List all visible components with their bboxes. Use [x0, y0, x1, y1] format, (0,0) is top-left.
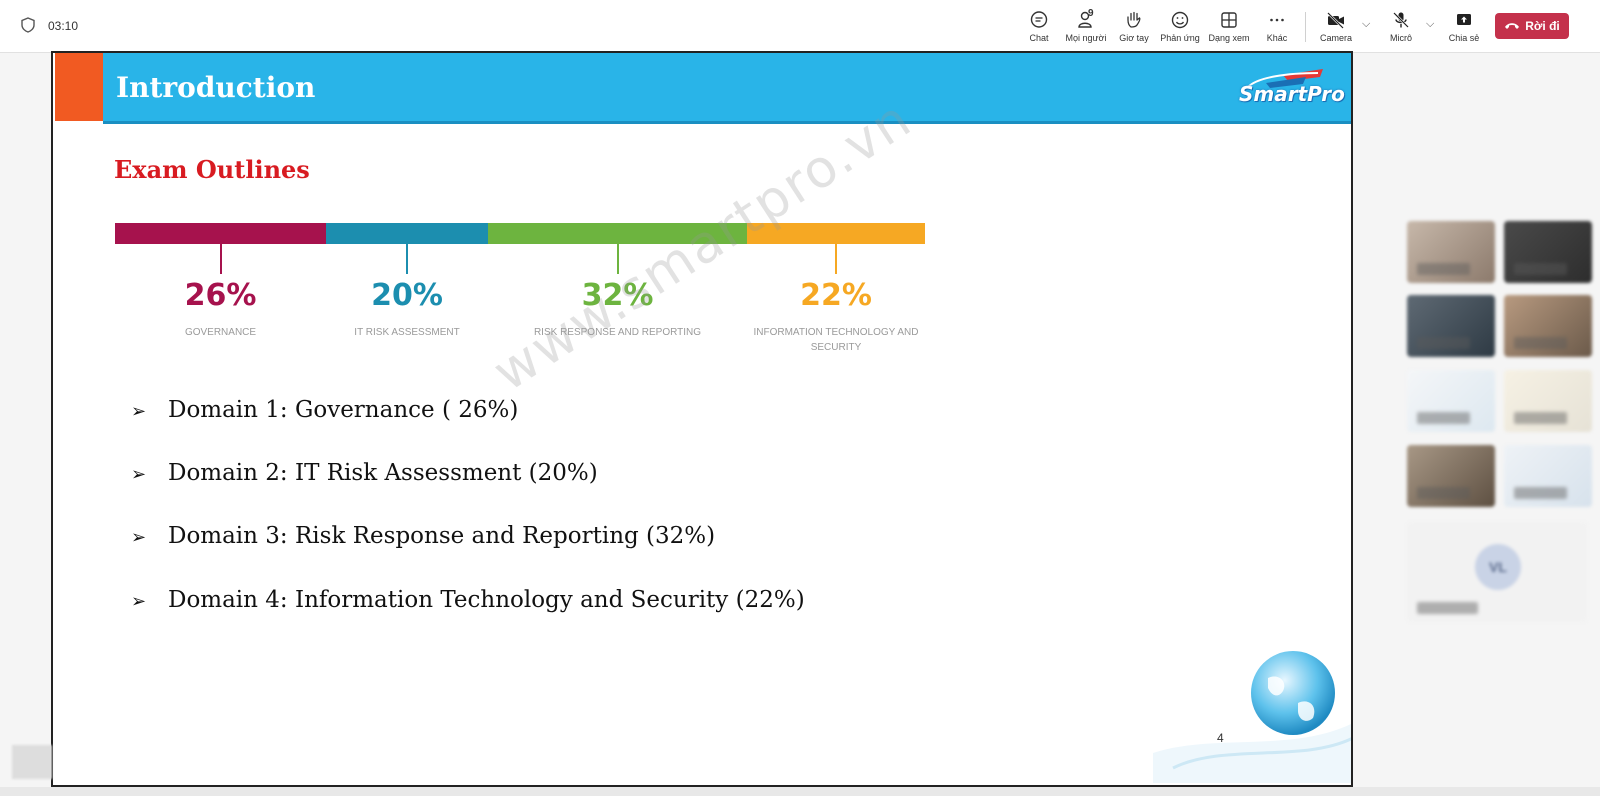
leave-label: Rời đi — [1525, 19, 1560, 33]
leave-button[interactable]: Rời đi — [1495, 13, 1569, 39]
slide-header — [103, 53, 1351, 124]
domain-list-item: ➢ Domain 1: Governance ( 26%) — [131, 397, 518, 423]
segment-percent: 20% — [371, 278, 443, 313]
domain-list-item: ➢ Domain 3: Risk Response and Reporting (… — [131, 523, 715, 549]
segment-tick — [616, 244, 619, 274]
shared-slide: Introduction SmartPro Exam Outlines 26% … — [51, 51, 1353, 787]
people-button[interactable]: Mọi người — [1062, 6, 1110, 48]
raise-hand-label: Giơ tay — [1119, 33, 1149, 43]
camera-label: Camera — [1319, 33, 1352, 43]
segment-bar-it-security — [747, 223, 925, 244]
domain-text: Domain 1: Governance ( 26%) — [168, 397, 519, 423]
domain-text: Domain 4: Information Technology and Sec… — [168, 587, 805, 613]
participant-video-tile[interactable] — [1504, 370, 1592, 432]
segment-label: RISK RESPONSE AND REPORTING — [533, 327, 702, 338]
participant-name — [1514, 487, 1567, 499]
domain-list-item: ➢ Domain 2: IT Risk Assessment (20%) — [131, 460, 598, 486]
people-label: Mọi người — [1065, 33, 1107, 43]
segment-bar-governance — [115, 223, 326, 244]
globe-illustration — [1153, 651, 1351, 783]
segment-tick — [835, 244, 837, 274]
bullet-arrow-icon: ➢ — [131, 527, 147, 548]
meeting-toolbar: 03:10 Chat Mọi người 9 Giơ tay Phản ứng — [0, 0, 1600, 53]
shield-icon — [21, 17, 35, 33]
camera-options-chevron-icon[interactable]: ⌵ — [1362, 18, 1371, 30]
slide-subtitle: Exam Outlines — [114, 155, 310, 184]
participant-video-tile[interactable] — [1407, 295, 1495, 357]
segment-label: IT RISK ASSESSMENT — [354, 327, 460, 338]
chat-button[interactable]: Chat — [1024, 6, 1054, 48]
participant-name — [1514, 263, 1567, 275]
segment-bar-it-risk — [326, 223, 488, 244]
view-button[interactable]: Dạng xem — [1205, 6, 1253, 48]
view-label: Dạng xem — [1208, 33, 1250, 43]
participant-video-tile[interactable] — [1504, 221, 1592, 283]
participant-avatar: VL — [1475, 544, 1521, 590]
participant-video-tile[interactable] — [1407, 445, 1495, 507]
logo-text: SmartPro — [1239, 82, 1345, 106]
chat-label: Chat — [1029, 33, 1049, 43]
hang-up-icon — [1505, 23, 1520, 29]
raise-hand-button[interactable]: Giơ tay — [1116, 6, 1152, 48]
toolbar-divider — [1305, 12, 1306, 42]
camera-off-icon — [1327, 12, 1344, 29]
mic-options-chevron-icon[interactable]: ⌵ — [1426, 18, 1435, 30]
more-dots-icon — [1270, 18, 1284, 22]
people-count: 9 — [1088, 8, 1094, 19]
participant-name — [1417, 337, 1470, 349]
chat-icon — [1030, 11, 1048, 28]
bottom-edge — [0, 787, 1600, 796]
domain-list-item: ➢ Domain 4: Information Technology and Se… — [131, 587, 805, 613]
self-view-tile[interactable] — [12, 745, 52, 779]
more-label: Khác — [1266, 33, 1288, 43]
segment-percent: 26% — [184, 278, 257, 313]
grid-icon — [1221, 12, 1237, 28]
react-button[interactable]: Phản ứng — [1158, 6, 1202, 48]
bullet-arrow-icon: ➢ — [131, 464, 147, 485]
mic-off-icon — [1393, 12, 1409, 28]
segment-bar-risk-response — [488, 223, 747, 244]
mic-button[interactable]: Micrô — [1384, 6, 1418, 48]
participant-name — [1417, 487, 1470, 499]
watermark: www.smartpro.vn — [483, 88, 923, 404]
segment-label: INFORMATION TECHNOLOGY AND SECURITY — [753, 327, 919, 353]
participant-name — [1514, 412, 1567, 424]
domain-text: Domain 2: IT Risk Assessment (20%) — [168, 460, 598, 486]
slide-title: Introduction — [116, 71, 316, 104]
participant-name — [1417, 412, 1470, 424]
participant-avatar-tile[interactable]: VL — [1407, 522, 1587, 622]
segment-percent: 32% — [581, 278, 654, 313]
participant-name — [1514, 337, 1567, 349]
segment-tick — [219, 244, 222, 274]
share-button[interactable]: Chia sẻ — [1446, 6, 1482, 48]
slide-page-number: 4 — [1217, 731, 1224, 745]
participant-video-tile[interactable] — [1504, 295, 1592, 357]
participant-name — [1417, 602, 1479, 614]
react-label: Phản ứng — [1160, 33, 1200, 43]
slide-header-accent — [55, 53, 103, 121]
participant-name — [1417, 263, 1470, 275]
bullet-arrow-icon: ➢ — [131, 401, 147, 422]
domain-text: Domain 3: Risk Response and Reporting (3… — [168, 523, 716, 549]
participant-video-tile[interactable] — [1504, 445, 1592, 507]
participant-video-tile[interactable] — [1407, 221, 1495, 283]
people-icon — [1078, 11, 1092, 28]
segment-percent: 22% — [800, 278, 872, 313]
camera-button[interactable]: Camera — [1318, 6, 1354, 48]
share-screen-icon — [1457, 14, 1471, 25]
more-button[interactable]: Khác — [1262, 6, 1292, 48]
smartpro-logo — [1247, 69, 1323, 88]
mic-label: Micrô — [1390, 33, 1412, 43]
participant-video-tile[interactable] — [1407, 370, 1495, 432]
segment-label: GOVERNANCE — [184, 327, 257, 338]
hand-icon — [1127, 11, 1141, 28]
share-label: Chia sẻ — [1448, 33, 1480, 43]
segment-tick — [406, 244, 408, 274]
smiley-icon — [1171, 11, 1189, 29]
meeting-timer: 03:10 — [48, 19, 79, 33]
bullet-arrow-icon: ➢ — [131, 591, 147, 612]
